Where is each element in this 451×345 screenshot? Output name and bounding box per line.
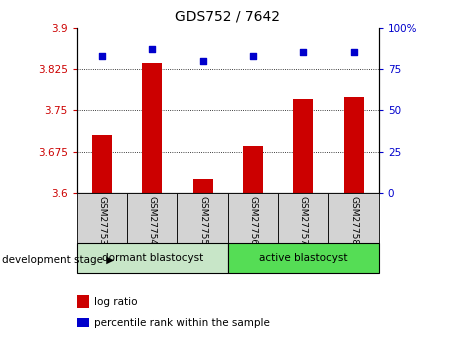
Bar — [177, 193, 228, 243]
Point — [148, 46, 156, 52]
Bar — [77, 243, 228, 273]
Bar — [193, 179, 212, 193]
Bar — [77, 193, 127, 243]
Text: GSM27753: GSM27753 — [97, 196, 106, 245]
Bar — [243, 146, 263, 193]
Text: percentile rank within the sample: percentile rank within the sample — [94, 318, 270, 327]
Point — [249, 53, 257, 59]
Text: GSM27754: GSM27754 — [148, 196, 156, 245]
Bar — [92, 135, 112, 193]
Bar — [293, 99, 313, 193]
Text: log ratio: log ratio — [94, 297, 137, 307]
Text: GSM27756: GSM27756 — [249, 196, 258, 245]
Text: development stage ▶: development stage ▶ — [2, 256, 115, 265]
Bar — [127, 193, 177, 243]
Bar — [278, 193, 328, 243]
Point — [199, 58, 206, 63]
Text: GSM27757: GSM27757 — [299, 196, 308, 245]
Bar — [344, 97, 364, 193]
Bar — [228, 243, 379, 273]
Text: active blastocyst: active blastocyst — [259, 253, 348, 263]
Point — [98, 53, 106, 59]
Point — [350, 50, 357, 55]
Text: dormant blastocyst: dormant blastocyst — [101, 253, 203, 263]
Bar — [142, 63, 162, 193]
Point — [299, 50, 307, 55]
Bar — [328, 193, 379, 243]
Text: GSM27755: GSM27755 — [198, 196, 207, 245]
Title: GDS752 / 7642: GDS752 / 7642 — [175, 10, 280, 24]
Text: GSM27758: GSM27758 — [349, 196, 358, 245]
Bar — [228, 193, 278, 243]
